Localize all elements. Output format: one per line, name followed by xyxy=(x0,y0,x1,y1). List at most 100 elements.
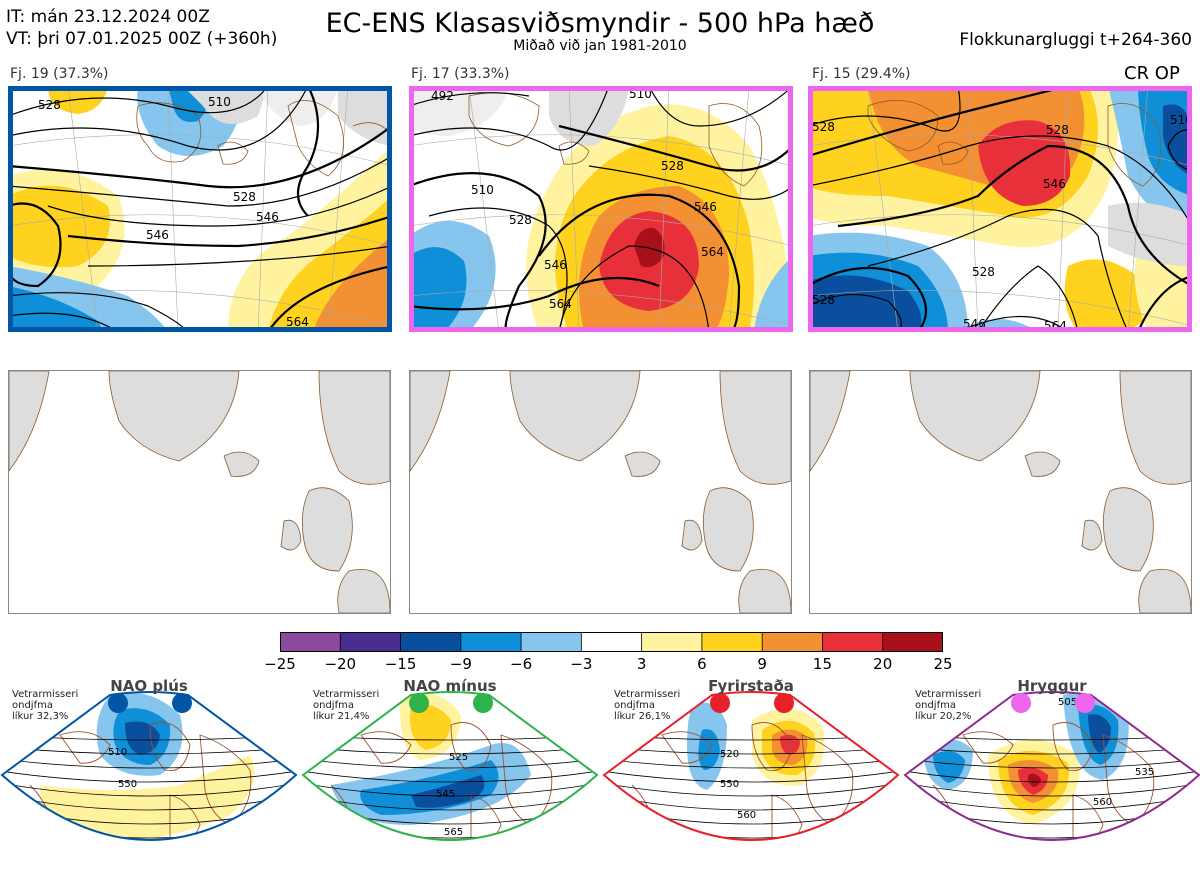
regime-info: Vetrarmisseri ondjfma líkur 20,2% xyxy=(915,689,981,722)
regime-marker-dot xyxy=(774,693,794,713)
regime-marker-dot xyxy=(1075,693,1095,713)
contour-label: 528 xyxy=(972,265,995,279)
regime-contour-label: 565 xyxy=(444,827,463,838)
cluster-map-1: 528 528 546 546 564 510 xyxy=(8,86,392,332)
colorbar-tick-label: −6 xyxy=(510,655,533,673)
cluster-map-2: 492 510 510 528 528 546 546 564 564 xyxy=(409,86,793,332)
colorbar-cell xyxy=(822,631,884,653)
header-times: IT: mán 23.12.2024 00Z VT: þri 07.01.202… xyxy=(6,6,277,50)
contour-label: 528 xyxy=(509,213,532,227)
contour-label: 546 xyxy=(1043,177,1066,191)
contour-label: 528 xyxy=(38,98,61,112)
regime-frame xyxy=(602,691,900,841)
regime-contour-label: 560 xyxy=(1093,797,1112,808)
colorbar-tick-label: 6 xyxy=(697,655,707,673)
contour-label: 510 xyxy=(471,183,494,197)
valid-time: VT: þri 07.01.2025 00Z (+360h) xyxy=(6,29,278,49)
colorbar-cell xyxy=(882,631,944,653)
contour-label: 564 xyxy=(549,297,572,311)
colorbar-cell xyxy=(761,631,824,653)
anomaly-area xyxy=(1088,714,1111,753)
regime-panel: 505 535 560 Hryggur Vetrarmisseri ondjfma líku… xyxy=(903,675,1200,871)
regime-contour-label: 560 xyxy=(737,810,756,821)
regime-info-line: ondjfma xyxy=(12,700,53,711)
regime-info: Vetrarmisseri ondjfma líkur 26,1% xyxy=(614,689,680,722)
regime-info-line: líkur 20,2% xyxy=(915,711,972,722)
cluster-map-3: 528 528 528 546 546 564 510 528 xyxy=(808,86,1192,332)
contour-label: 510 xyxy=(208,95,231,109)
regime-info: Vetrarmisseri ondjfma líkur 32,3% xyxy=(12,689,78,722)
contour-label: 528 xyxy=(812,120,835,134)
regime-marker-dot xyxy=(108,693,128,713)
colorbar-cell xyxy=(641,631,703,653)
colorbar-tick-label: −25 xyxy=(264,655,296,673)
contour-label: 510 xyxy=(1170,113,1192,127)
colorbar-cell xyxy=(339,631,402,653)
colorbar-tick-label: 20 xyxy=(873,655,893,673)
contour-label: 564 xyxy=(286,315,309,329)
regime-marker-dot xyxy=(172,693,192,713)
regime-info-line: líkur 26,1% xyxy=(614,711,671,722)
colorbar-tick-label: −9 xyxy=(449,655,472,673)
colorbar-tick-label: 15 xyxy=(812,655,832,673)
contour-label: 492 xyxy=(431,89,454,103)
regime-contour-label: 520 xyxy=(720,749,739,760)
contour-label: 528 xyxy=(233,190,256,204)
page-subtitle: Miðað við jan 1981-2010 xyxy=(513,38,687,54)
colorbar-cell xyxy=(400,631,462,653)
regime-marker-dot xyxy=(473,693,493,713)
contour-label: 546 xyxy=(146,228,169,242)
anomaly-area xyxy=(411,775,485,808)
contour-label: 546 xyxy=(544,258,567,272)
regime-marker-dot xyxy=(1011,693,1031,713)
regime-frame xyxy=(903,691,1200,841)
regime-info-line: ondjfma xyxy=(614,700,655,711)
regime-contour-label: 545 xyxy=(436,789,455,800)
colorbar-tick-label: 25 xyxy=(933,655,953,673)
colorbar-cell xyxy=(580,631,643,653)
background-map-3 xyxy=(809,370,1192,614)
anomaly-area xyxy=(933,751,965,783)
cluster-1-frame xyxy=(8,86,392,332)
page-title: EC-ENS Klasasviðsmyndir - 500 hPa hæð xyxy=(325,8,875,39)
colorbar-tick-label: −20 xyxy=(324,655,357,673)
anomaly-area xyxy=(1027,773,1041,787)
regime-contour-label: 510 xyxy=(108,747,127,758)
cluster-2-label: Fj. 17 (33.3%) xyxy=(411,66,510,82)
contour-label: 528 xyxy=(812,293,835,307)
anomaly-area xyxy=(125,721,160,755)
regime-title: Fyrirstaða xyxy=(708,677,794,695)
regime-info-line: ondjfma xyxy=(915,700,956,711)
contour-label: 546 xyxy=(694,200,717,214)
colorbar-cell xyxy=(701,631,764,653)
regime-info-line: Vetrarmisseri xyxy=(614,689,681,700)
classification-window: Flokkunargluggi t+264-360 xyxy=(959,30,1192,50)
regime-marker-dot xyxy=(409,693,429,713)
regime-contour-label: 535 xyxy=(1135,767,1154,778)
contour-label: 528 xyxy=(1046,123,1069,137)
anomaly-area xyxy=(40,755,255,840)
regime-info-line: Vetrarmisseri xyxy=(12,689,79,700)
colorbar-cell xyxy=(520,631,583,653)
regime-contour-label: 550 xyxy=(720,779,739,790)
anomaly-area xyxy=(1013,840,1048,849)
regime-info: Vetrarmisseri ondjfma líkur 21,4% xyxy=(313,689,379,722)
regime-info-line: Vetrarmisseri xyxy=(915,689,982,700)
regime-panel: 525 545 565 NAO mínus Vetrarmisseri ondjfma lí… xyxy=(301,675,599,871)
regime-panel: 510 550 NAO plús Vetrarmisseri ondjfma líkur … xyxy=(0,675,298,871)
regime-contour-label: 550 xyxy=(118,779,137,790)
colorbar-cell xyxy=(460,631,522,653)
contour-label: 546 xyxy=(256,210,279,224)
cr-op-marker: CR OP xyxy=(1124,63,1180,84)
regime-info-line: líkur 21,4% xyxy=(313,711,370,722)
regime-info-line: líkur 32,3% xyxy=(12,711,69,722)
regime-contour-label: 505 xyxy=(1058,697,1077,708)
regime-info-line: Vetrarmisseri xyxy=(313,689,380,700)
regime-info-line: ondjfma xyxy=(313,700,354,711)
colorbar xyxy=(279,631,944,653)
cluster-1-label: Fj. 19 (37.3%) xyxy=(10,66,109,82)
regime-panel: 520 550 560 Fyrirstaða Vetrarmisseri ondjfma l… xyxy=(602,675,900,871)
anomaly-area xyxy=(410,704,451,750)
contour-label: 564 xyxy=(701,245,724,259)
init-time: IT: mán 23.12.2024 00Z xyxy=(6,7,210,27)
